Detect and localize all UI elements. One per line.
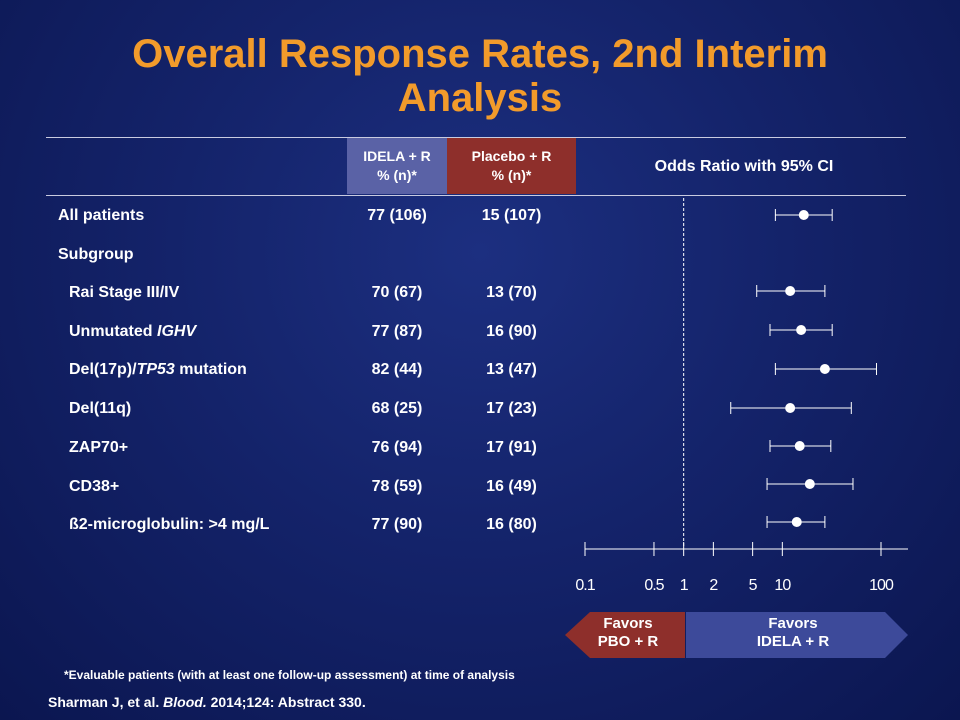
row-label-part: TP53: [136, 361, 175, 378]
source-journal: Blood.: [163, 694, 207, 710]
cell-idela: 68 (25): [371, 400, 423, 417]
odds-ratio-point: [798, 210, 809, 220]
row-label-part: Rai Stage III/IV: [69, 284, 180, 301]
x-tick-label: 0.1: [575, 577, 595, 594]
favors-pbo-line2: PBO + R: [598, 633, 659, 650]
subgroup-label: Subgroup: [58, 246, 134, 263]
forest-point-7: [766, 478, 854, 490]
source-citation: Sharman J, et al. Blood. 2014;124: Abstr…: [48, 694, 366, 710]
cell-placebo: 17 (91): [486, 439, 537, 456]
cell-placebo: 13 (70): [486, 284, 537, 301]
header-idela-line2: % (n)*: [377, 167, 417, 183]
row-label: ZAP70+: [69, 438, 128, 458]
odds-ratio-point: [804, 479, 815, 489]
source-prefix: Sharman J, et al.: [48, 694, 164, 710]
row-label-all-patients: All patients: [58, 207, 145, 224]
cell-placebo-all-patients: 15 (107): [481, 207, 542, 224]
x-tick-label: 2: [709, 577, 718, 594]
row-label-part: ß2-microglobulin: >4 mg/L: [69, 516, 270, 533]
table-top-rule: [46, 137, 906, 138]
forest-point-2: [756, 285, 826, 297]
row-label: Del(17p)/TP53 mutation: [69, 360, 247, 380]
odds-ratio-point: [794, 441, 805, 451]
header-odds-ratio: Odds Ratio with 95% CI: [654, 157, 834, 175]
cell-idela: 77 (87): [371, 323, 423, 340]
slide-title: Overall Response Rates, 2nd Interim Anal…: [0, 32, 960, 120]
ci-layer: [730, 209, 877, 528]
forest-point-8: [766, 516, 826, 528]
row-label-part: Del(11q): [69, 400, 132, 417]
header-placebo: Placebo + R % (n)*: [447, 138, 576, 194]
forest-point-1: [774, 209, 833, 221]
cell-placebo: 16 (49): [486, 478, 537, 495]
row-label: Del(11q): [69, 399, 131, 419]
cell-idela: 82 (44): [371, 361, 423, 378]
x-tick-label: 0.5: [644, 577, 664, 594]
cell-idela-all-patients: 77 (106): [367, 207, 427, 224]
row-label-part: ZAP70+: [69, 439, 129, 456]
x-tick-label: 100: [869, 577, 894, 594]
x-axis: 0.1 0.5 1 2 5 10 100: [575, 542, 908, 594]
favors-idela-line1: Favors: [768, 615, 817, 632]
odds-ratio-point: [796, 325, 807, 335]
forest-point-3: [769, 324, 833, 336]
row-label: ß2-microglobulin: >4 mg/L: [69, 515, 269, 535]
forest-point-5: [730, 402, 852, 414]
cell-placebo: 13 (47): [486, 361, 537, 378]
row-label-part: CD38+: [69, 478, 120, 495]
row-label-part: mutation: [174, 361, 247, 378]
cell-placebo: 16 (90): [486, 323, 537, 340]
source-suffix: 2014;124: Abstract 330.: [206, 694, 366, 710]
forest-point-6: [769, 440, 832, 452]
cell-placebo: 16 (80): [486, 516, 537, 533]
header-idela-line1: IDELA + R: [363, 148, 431, 164]
footnote: *Evaluable patients (with at least one f…: [64, 668, 515, 682]
x-tick-label: 10: [774, 577, 791, 594]
odds-ratio-point: [785, 403, 796, 413]
table-header-rule: [46, 195, 906, 196]
x-tick-label: 5: [749, 577, 758, 594]
header-placebo-line1: Placebo + R: [471, 148, 552, 164]
favors-idela-arrow: Favors IDELA + R: [686, 612, 908, 658]
favors-pbo-shape: [565, 612, 685, 658]
row-label-part: Del(17p)/: [69, 361, 137, 378]
row-label: Unmutated IGHV: [69, 322, 196, 342]
odds-ratio-point: [791, 517, 802, 527]
cell-idela: 76 (94): [371, 439, 423, 456]
row-label-part: Unmutated: [69, 323, 157, 340]
cell-idela: 78 (59): [371, 478, 423, 495]
cell-idela: 70 (67): [371, 284, 423, 301]
favors-idela-line2: IDELA + R: [757, 633, 830, 650]
favors-pbo-line1: Favors: [603, 615, 652, 632]
odds-ratio-point: [785, 286, 796, 296]
row-label: CD38+: [69, 477, 119, 497]
cell-placebo: 17 (23): [486, 400, 537, 417]
favors-pbo-arrow: Favors PBO + R: [565, 612, 685, 658]
slide-title-line1: Overall Response Rates, 2nd Interim: [132, 32, 828, 76]
slide-title-line2: Analysis: [397, 76, 563, 120]
odds-ratio-point: [819, 364, 830, 374]
favors-idela-shape: [686, 612, 908, 658]
forest-point-4: [774, 363, 877, 375]
row-label: Rai Stage III/IV: [69, 283, 179, 303]
row-label-part: IGHV: [157, 323, 197, 340]
header-placebo-line2: % (n)*: [491, 167, 532, 183]
x-tick-label: 1: [680, 577, 689, 594]
cell-idela: 77 (90): [371, 516, 423, 533]
header-idela: IDELA + R % (n)*: [347, 138, 447, 194]
